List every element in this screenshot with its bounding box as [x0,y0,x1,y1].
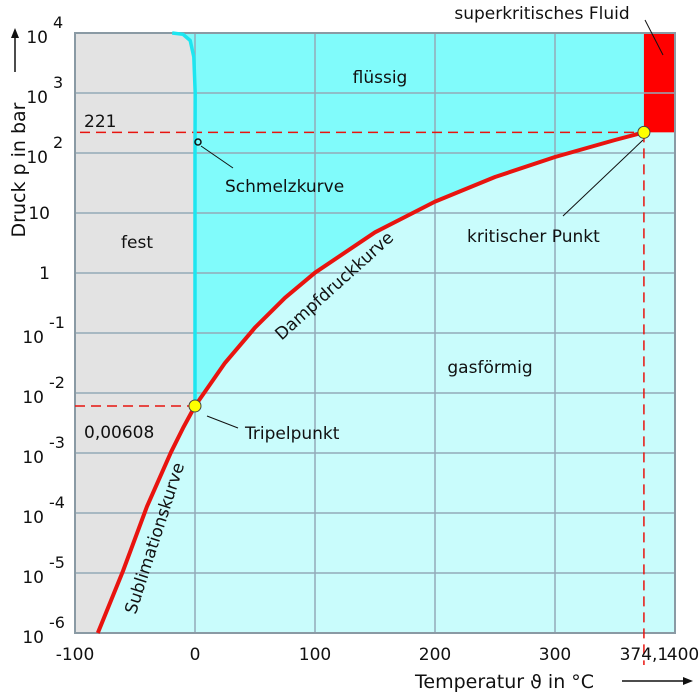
y-tick-exponent: -2 [49,373,65,392]
melt-curve-marker [194,138,202,146]
y-tick-base: 10 [22,628,44,648]
y-tick-base: 10 [22,568,44,588]
critical-point-marker [637,125,651,139]
sublimation-curve [95,405,197,634]
y-tick-exponent: -1 [49,313,65,332]
y-tick-base: 10 [22,508,44,528]
y-tick-base: 1 [39,264,50,284]
region-label-solid: fest [121,233,153,253]
critical-point-pressure: 221 [84,112,116,132]
y-tick-exponent: -5 [49,553,65,572]
y-tick-base: 10 [26,88,48,108]
x-tick-label: 0 [190,645,201,665]
critical-point-leader [562,139,644,217]
x-axis-title: Temperatur ϑ in °C [414,671,594,693]
y-tick-base: 10 [22,448,44,468]
x-tick-label: 300 [539,645,571,665]
y-tick-base: 10 [22,388,44,408]
x-tick-label: 374,1 [620,645,669,665]
supercritical-leader [644,19,664,56]
region-liquid [172,33,644,406]
region-label-supercritical: superkritisches Fluid [454,4,629,24]
x-tick-label: 400 [667,645,699,665]
region-label-gas: gasförmig [447,358,532,378]
region-label-liquid: flüssig [353,68,408,88]
y-tick-exponent: 4 [53,13,63,32]
y-axis-title: Druck p in bar [8,102,30,237]
y-tick-exponent: -4 [49,493,65,512]
y-tick-exponent: -3 [49,433,65,452]
critical-point-label: kritischer Punkt [467,227,600,247]
triple-point-marker [188,399,202,413]
triple-point-leader [206,415,239,429]
plot-frame [74,32,676,634]
x-axis-arrow-icon [622,677,693,685]
y-tick-exponent: 2 [53,133,63,152]
y-tick-exponent: -6 [49,613,65,632]
triple-point-label: Tripelpunkt [244,424,340,444]
y-tick-base: 10 [26,28,48,48]
melt-curve-leader [200,145,234,169]
x-tick-label: 200 [419,645,451,665]
y-tick-base: 10 [28,204,50,224]
x-tick-label: 100 [299,645,331,665]
x-tick-label: -100 [56,645,95,665]
melt-curve-label: Schmelzkurve [225,177,344,197]
melt-curve [171,31,197,406]
triple-point-pressure: 0,00608 [84,423,154,443]
y-axis-arrow-icon [11,28,19,72]
y-tick-exponent: 3 [53,73,63,92]
vapor-pressure-curve [193,130,645,408]
region-supercritical [643,33,675,133]
y-tick-base: 10 [22,328,44,348]
y-tick-base: 10 [26,148,48,168]
